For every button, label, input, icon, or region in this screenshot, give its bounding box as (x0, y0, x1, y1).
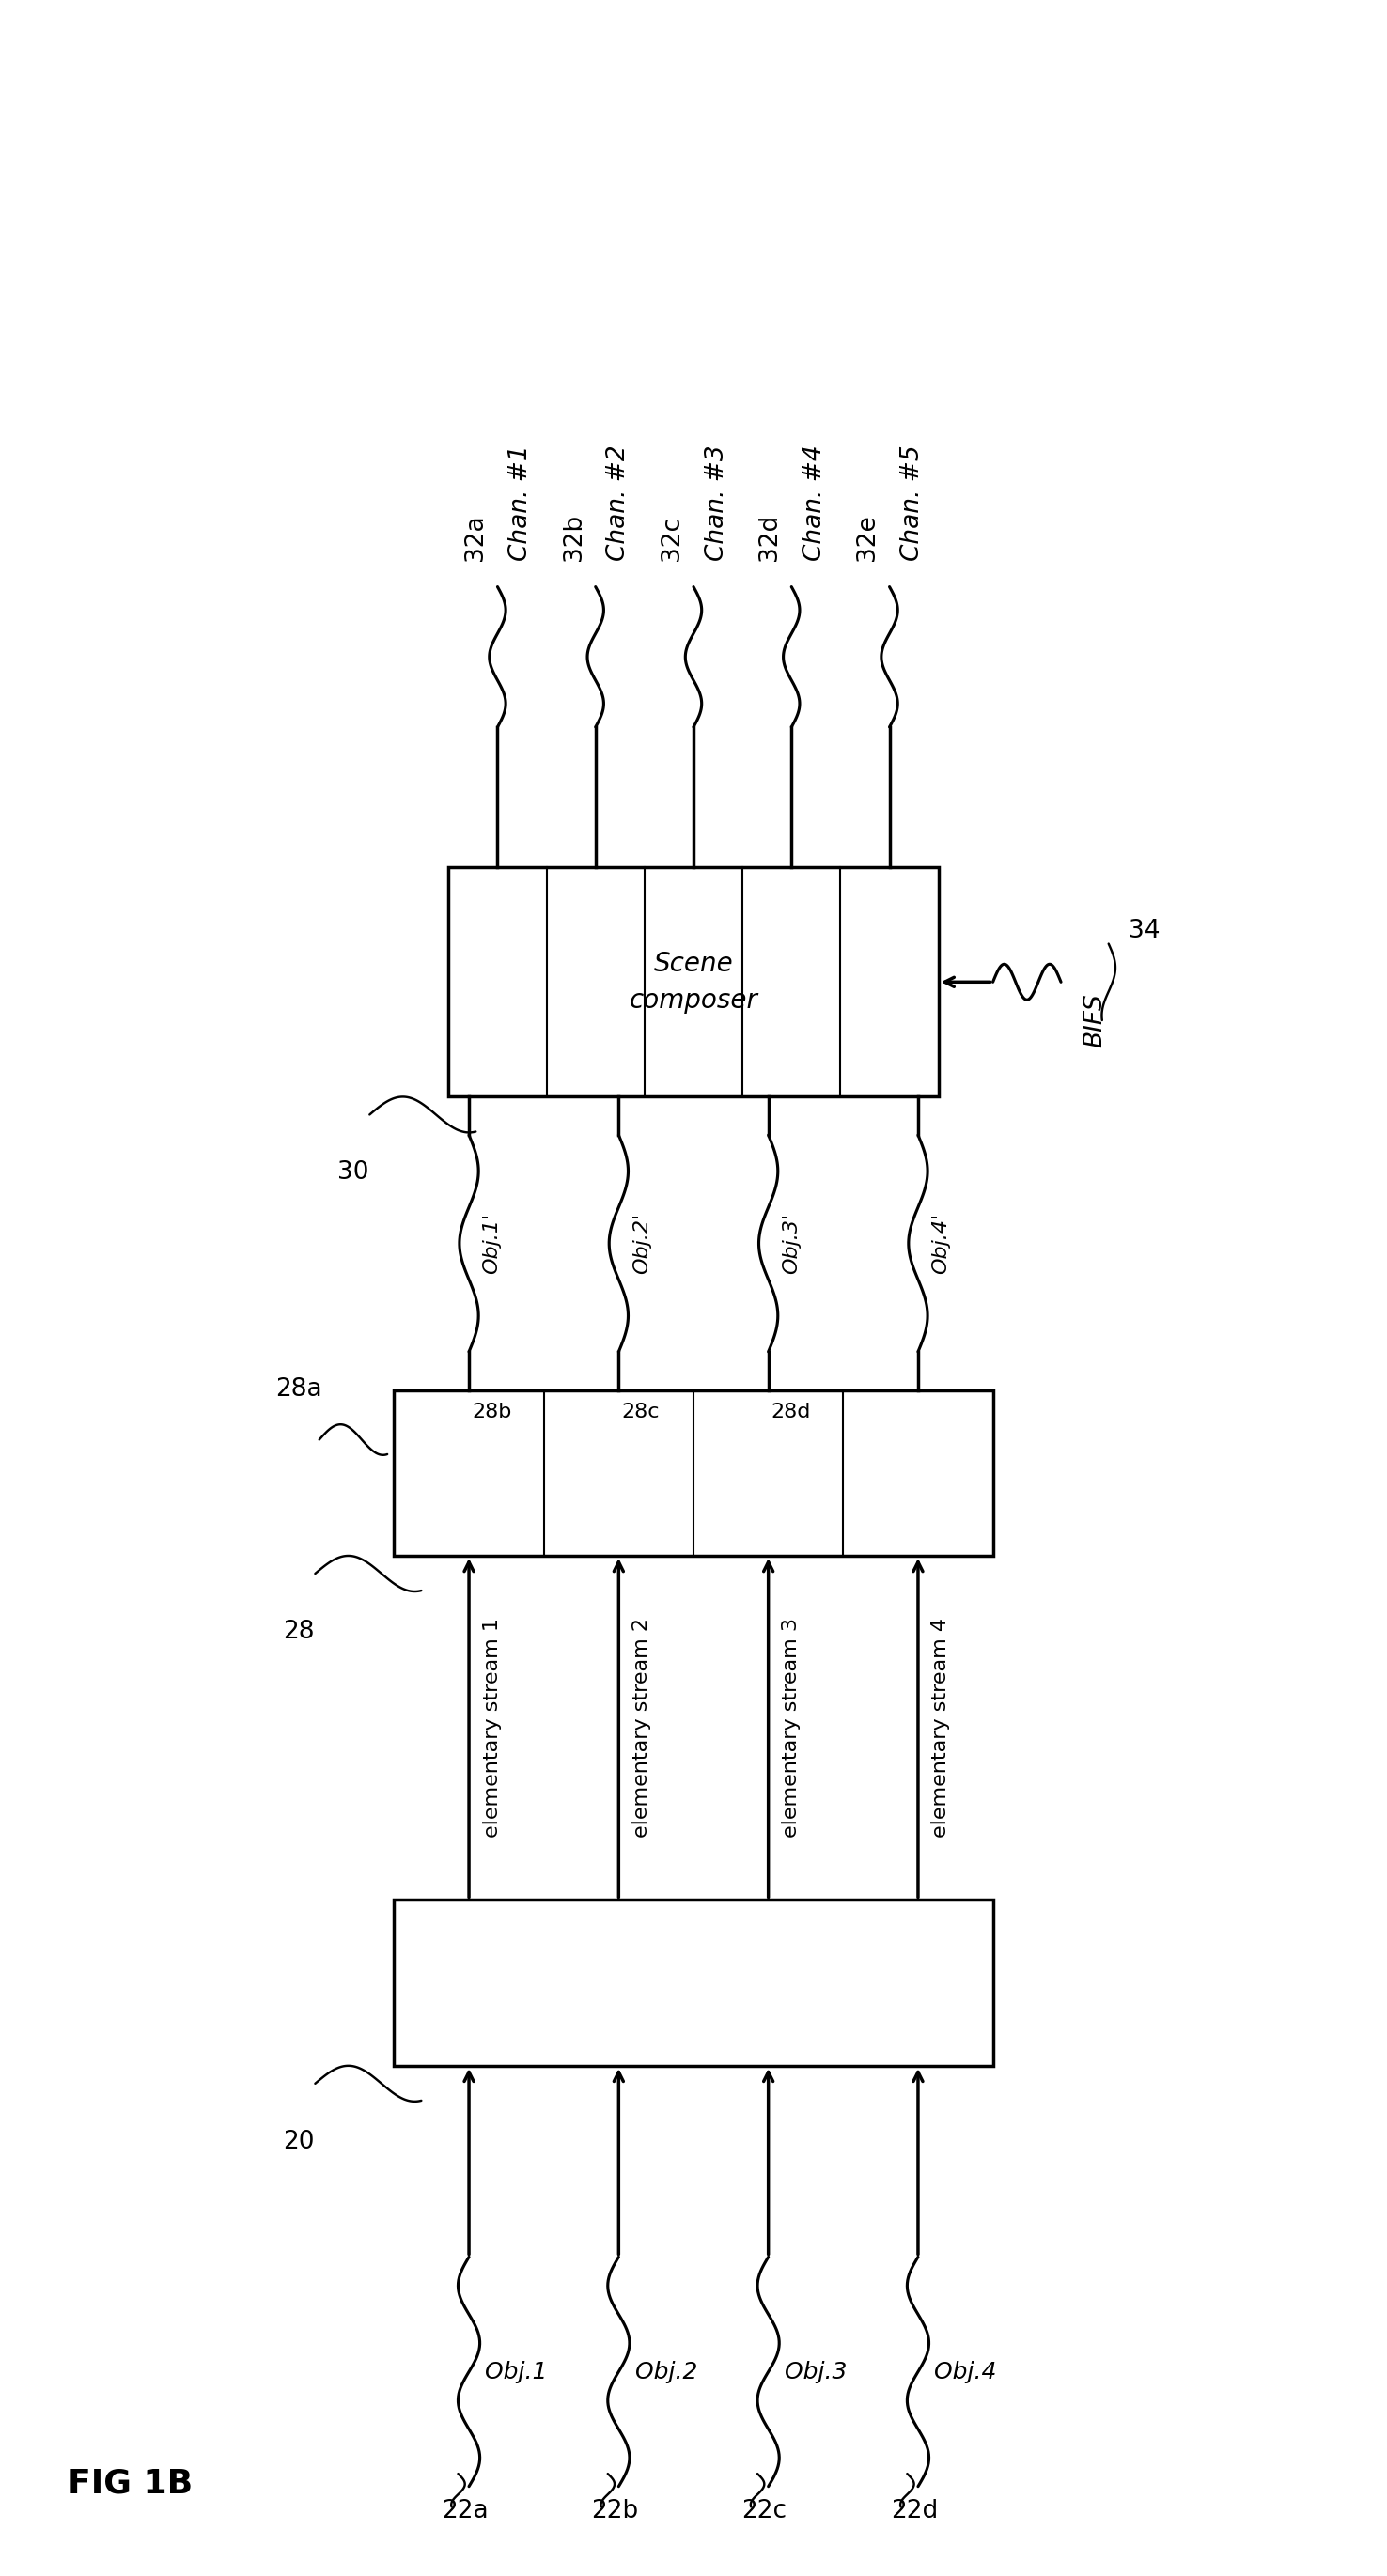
Text: 22b: 22b (591, 2499, 638, 2524)
Text: 28a: 28a (276, 1378, 322, 1401)
Text: Chan. #1: Chan. #1 (509, 446, 533, 562)
Text: FIG 1B: FIG 1B (68, 2468, 193, 2499)
Text: Obj.2': Obj.2' (632, 1213, 651, 1275)
Text: Chan. #2: Chan. #2 (606, 446, 631, 562)
Text: 32b: 32b (562, 515, 585, 562)
Text: 30: 30 (337, 1162, 369, 1185)
Text: elementary stream 4: elementary stream 4 (932, 1618, 950, 1837)
Bar (394, 1901, 993, 2066)
Text: elementary stream 1: elementary stream 1 (483, 1618, 501, 1837)
Text: 32c: 32c (659, 515, 684, 562)
Text: 32d: 32d (757, 515, 782, 562)
Text: elementary stream 3: elementary stream 3 (782, 1618, 800, 1837)
Text: Obj.1': Obj.1' (483, 1213, 501, 1275)
Text: 32e: 32e (856, 515, 879, 562)
Bar (394, 1391, 993, 1556)
Text: Obj.4: Obj.4 (935, 2360, 997, 2383)
Text: Obj.1: Obj.1 (485, 2360, 548, 2383)
Text: elementary stream 2: elementary stream 2 (632, 1618, 651, 1837)
Text: 32a: 32a (463, 515, 488, 562)
Text: 28d: 28d (771, 1404, 811, 1422)
Text: Chan. #4: Chan. #4 (802, 446, 827, 562)
Bar (448, 868, 939, 1097)
Text: Obj.2: Obj.2 (635, 2360, 698, 2383)
Text: 28b: 28b (472, 1404, 512, 1422)
Text: 20: 20 (283, 2130, 315, 2154)
Text: Scene
composer: Scene composer (630, 951, 757, 1012)
Text: 22c: 22c (741, 2499, 786, 2524)
Text: 22d: 22d (890, 2499, 938, 2524)
Text: 34: 34 (1129, 920, 1161, 943)
Text: Obj.3': Obj.3' (782, 1213, 800, 1275)
Text: Obj.4': Obj.4' (932, 1213, 950, 1275)
Text: Chan. #3: Chan. #3 (705, 446, 728, 562)
Text: Obj.3: Obj.3 (785, 2360, 847, 2383)
Text: BIFS: BIFS (1083, 994, 1107, 1048)
Text: Chan. #5: Chan. #5 (900, 446, 925, 562)
Text: 28c: 28c (621, 1404, 659, 1422)
Text: 22a: 22a (441, 2499, 488, 2524)
Text: 28: 28 (283, 1620, 315, 1643)
